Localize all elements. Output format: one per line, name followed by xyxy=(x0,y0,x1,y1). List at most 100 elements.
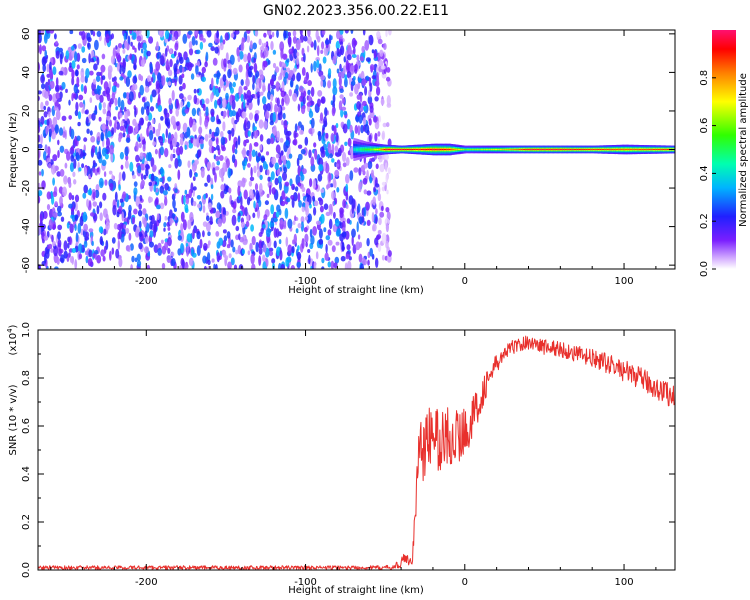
noise-speckle xyxy=(207,251,211,262)
noise-speckle xyxy=(334,169,340,178)
noise-speckle xyxy=(357,77,362,83)
noise-speckle xyxy=(177,248,182,256)
noise-speckle xyxy=(112,204,117,216)
noise-speckle xyxy=(192,228,195,240)
spectrogram-xlabel: Height of straight line (km) xyxy=(288,285,424,296)
noise-speckle xyxy=(339,41,344,46)
noise-speckle xyxy=(140,106,145,115)
signal-band-cell xyxy=(541,149,544,150)
signal-band-cell xyxy=(599,149,602,150)
noise-speckle xyxy=(38,182,41,191)
noise-speckle xyxy=(303,35,308,42)
noise-speckle xyxy=(85,116,89,126)
noise-speckle xyxy=(146,152,150,162)
signal-band-cell xyxy=(434,148,437,151)
noise-speckle xyxy=(335,219,340,227)
noise-speckle xyxy=(101,159,107,167)
noise-speckle xyxy=(198,71,202,76)
noise-speckle xyxy=(270,204,275,215)
signal-band-cell xyxy=(395,149,398,150)
noise-speckle xyxy=(120,164,124,170)
noise-speckle xyxy=(205,98,210,105)
noise-speckle xyxy=(306,45,310,53)
noise-speckle xyxy=(281,150,284,156)
signal-band-cell xyxy=(464,149,467,150)
noise-speckle xyxy=(266,169,270,176)
noise-speckle xyxy=(250,253,255,265)
noise-speckle xyxy=(335,123,339,128)
noise-speckle xyxy=(173,63,178,73)
noise-speckle xyxy=(172,137,177,147)
signal-band-cell xyxy=(447,148,450,151)
noise-speckle xyxy=(214,46,219,54)
noise-speckle xyxy=(385,217,390,225)
noise-speckle xyxy=(252,42,257,50)
noise-speckle xyxy=(209,128,212,135)
noise-speckle xyxy=(44,144,48,154)
noise-speckle xyxy=(138,203,142,210)
noise-speckle xyxy=(51,234,54,243)
noise-speckle xyxy=(317,98,321,108)
noise-speckle xyxy=(143,217,147,228)
noise-speckle xyxy=(265,151,270,156)
noise-speckle xyxy=(90,168,93,178)
noise-speckle xyxy=(364,86,368,96)
noise-speckle xyxy=(233,200,237,210)
noise-speckle xyxy=(254,110,260,115)
noise-speckle xyxy=(220,184,225,191)
noise-speckle xyxy=(243,119,247,130)
signal-band-cell xyxy=(592,149,595,150)
noise-speckle xyxy=(299,129,304,135)
noise-speckle xyxy=(196,230,201,240)
noise-speckle xyxy=(254,113,259,122)
noise-speckle xyxy=(133,187,138,196)
noise-speckle xyxy=(300,148,306,155)
noise-speckle xyxy=(318,157,324,167)
snr-y-tick-label: 0.8 xyxy=(21,370,32,386)
noise-speckle xyxy=(170,115,176,126)
noise-speckle xyxy=(254,183,259,191)
signal-band-cell xyxy=(611,149,614,151)
noise-speckle xyxy=(149,221,153,230)
signal-band-cell xyxy=(476,149,479,150)
noise-speckle xyxy=(214,99,218,109)
noise-speckle xyxy=(320,188,325,193)
noise-speckle xyxy=(287,244,293,254)
noise-speckle xyxy=(368,34,374,46)
snr-x-tick-label: -200 xyxy=(135,577,158,588)
noise-speckle xyxy=(121,211,125,222)
snr-ylabel: SNR (10 * v/v) xyxy=(8,384,19,455)
noise-speckle xyxy=(98,102,102,111)
noise-speckle xyxy=(124,120,128,129)
noise-speckle xyxy=(283,220,287,228)
noise-speckle xyxy=(262,254,266,262)
noise-speckle xyxy=(366,190,372,196)
noise-speckle xyxy=(207,161,211,169)
noise-speckle xyxy=(183,263,189,269)
noise-speckle xyxy=(239,236,245,243)
signal-band-cell xyxy=(488,149,491,150)
noise-speckle xyxy=(168,164,172,169)
signal-band-cell xyxy=(522,149,525,150)
noise-speckle xyxy=(315,251,319,260)
noise-speckle xyxy=(127,111,131,117)
noise-speckle xyxy=(97,89,101,95)
noise-speckle xyxy=(228,187,232,194)
signal-band-cell xyxy=(482,149,484,150)
noise-speckle xyxy=(140,75,144,82)
noise-speckle xyxy=(101,75,106,81)
signal-band-cell xyxy=(657,149,660,150)
noise-speckle xyxy=(82,211,88,223)
noise-speckle xyxy=(163,108,168,116)
noise-speckle xyxy=(134,47,137,53)
signal-band-cell xyxy=(562,149,565,150)
noise-speckle xyxy=(342,151,347,163)
signal-band-cell xyxy=(566,149,568,150)
noise-speckle xyxy=(237,135,241,146)
noise-speckle xyxy=(94,250,99,255)
noise-speckle xyxy=(122,48,126,54)
noise-speckle xyxy=(119,76,124,81)
noise-speckle xyxy=(182,82,186,90)
noise-speckle xyxy=(387,250,392,257)
noise-speckle xyxy=(54,201,58,207)
